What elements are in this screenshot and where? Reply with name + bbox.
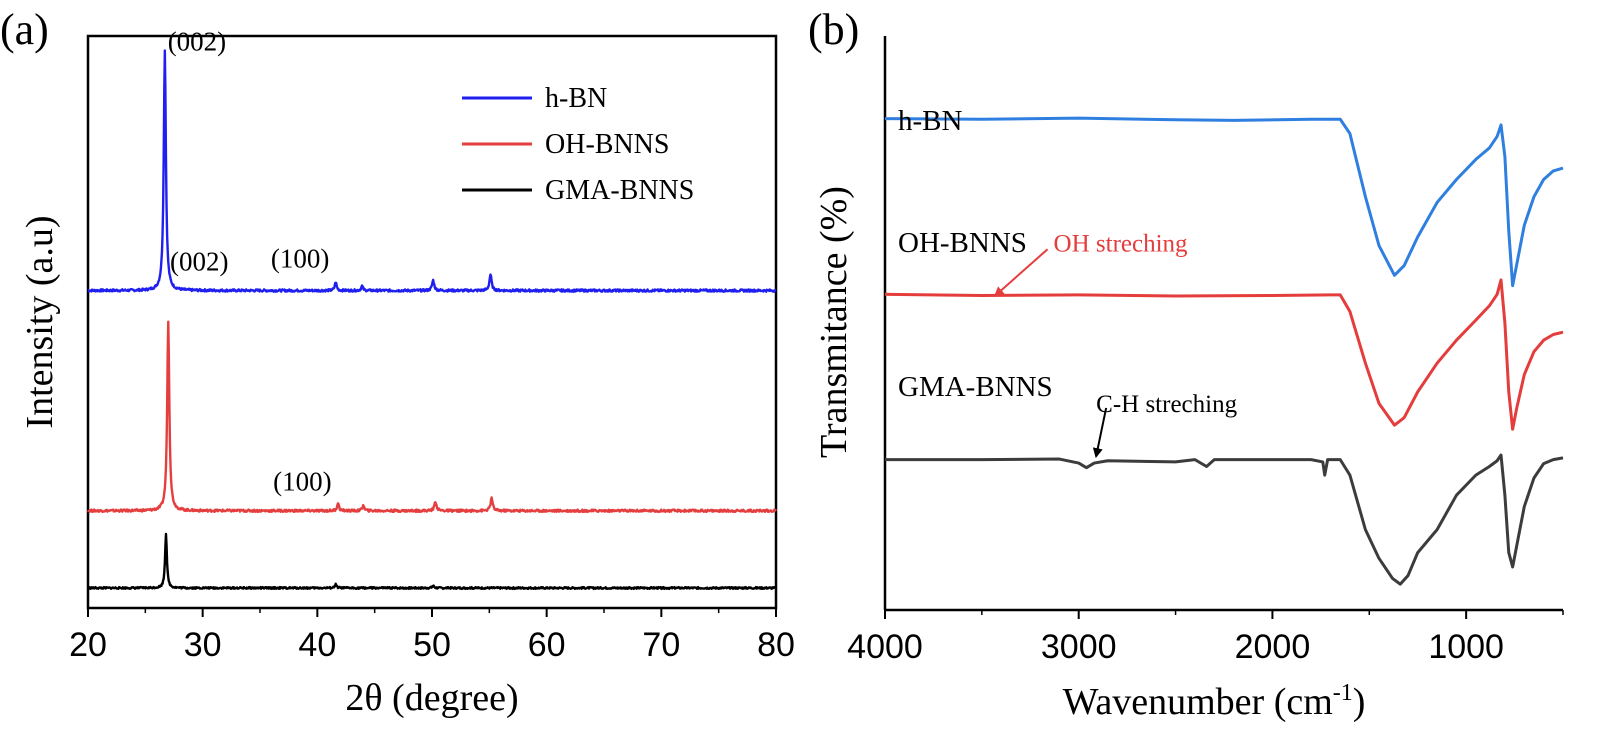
xrd-line-h-bn xyxy=(87,49,777,293)
panel-a-annotations: (002) (100) (002) (100) xyxy=(168,26,332,496)
annotation-c-h-streching: C-H streching xyxy=(1096,391,1237,418)
panel-a-x-tick-label: 60 xyxy=(528,626,566,664)
panel-a-x-tick-label: 50 xyxy=(413,626,451,664)
peak-label-h-bn-100: (100) xyxy=(271,244,329,274)
legend-label-oh-bnns: OH-BNNS xyxy=(545,129,669,160)
panel-b-x-tick-label: 4000 xyxy=(847,628,923,666)
panel-a-x-ticks: 20 30 40 50 60 70 80 xyxy=(69,608,795,664)
panel-a-legend: h-BN OH-BNNS GMA-BNNS xyxy=(462,83,694,206)
panel-b-x-axis-title: Wavenumber (cm-1) xyxy=(1063,680,1366,723)
panel-b-x-tick-label: 1000 xyxy=(1428,628,1504,666)
panel-a-frame xyxy=(86,34,778,610)
legend-label-gma-bnns: GMA-BNNS xyxy=(545,175,694,206)
panel-a-tag: (a) xyxy=(0,5,49,54)
peak-label-oh-bnns-002: (002) xyxy=(170,247,228,277)
panel-a-x-tick-label: 30 xyxy=(184,626,222,664)
panel-a-x-tick-label: 70 xyxy=(642,626,680,664)
panel-b-annotations: OH streching C-H streching xyxy=(993,230,1238,459)
panel-b-x-tick-label: 2000 xyxy=(1235,628,1311,666)
panel-b-series xyxy=(884,116,1564,586)
sample-label-oh-bnns: OH-BNNS xyxy=(898,227,1027,259)
panel-a-x-tick-label: 20 xyxy=(69,626,107,664)
annotation-oh-streching: OH streching xyxy=(1054,230,1188,257)
xrd-line-oh-bnns xyxy=(86,320,777,514)
ftir-line-oh-bnns xyxy=(884,278,1564,431)
panel-a-x-tick-label: 40 xyxy=(298,626,336,664)
panel-a: (a) 20 30 40 50 60 70 80 (002)(100)(002)(100) … xyxy=(0,5,795,719)
peak-label-oh-bnns-100: (100) xyxy=(273,467,331,497)
panel-a-x-axis-title: 2θ (degree) xyxy=(345,677,518,719)
panel-a-series xyxy=(86,49,778,591)
annotation-arrow-oh-streching xyxy=(993,248,1049,297)
panel-b-x-tick-label: 3000 xyxy=(1041,628,1117,666)
sample-label-h-bn: h-BN xyxy=(898,105,963,137)
panel-b-y-axis-title: Transmitance (%) xyxy=(813,186,855,458)
panel-b-x-ticks: 4000 3000 2000 1000 xyxy=(847,610,1564,666)
panel-a-y-axis-title: Intensity (a.u) xyxy=(19,215,61,428)
annotation-arrow-c-h-streching xyxy=(1092,407,1108,459)
sample-label-gma-bnns: GMA-BNNS xyxy=(898,371,1053,403)
ftir-line-h-bn xyxy=(884,116,1564,288)
xrd-line-gma-bnns xyxy=(87,532,778,591)
panel-a-x-tick-label: 80 xyxy=(757,626,795,664)
panel-b: (b) 4000 3000 2000 1000 OH streching C-H str… xyxy=(808,5,1564,723)
panel-b-tag: (b) xyxy=(808,5,859,54)
legend-label-h-bn: h-BN xyxy=(545,83,607,114)
ftir-line-gma-bnns xyxy=(885,453,1564,586)
peak-label-h-bn-002: (002) xyxy=(168,26,226,56)
